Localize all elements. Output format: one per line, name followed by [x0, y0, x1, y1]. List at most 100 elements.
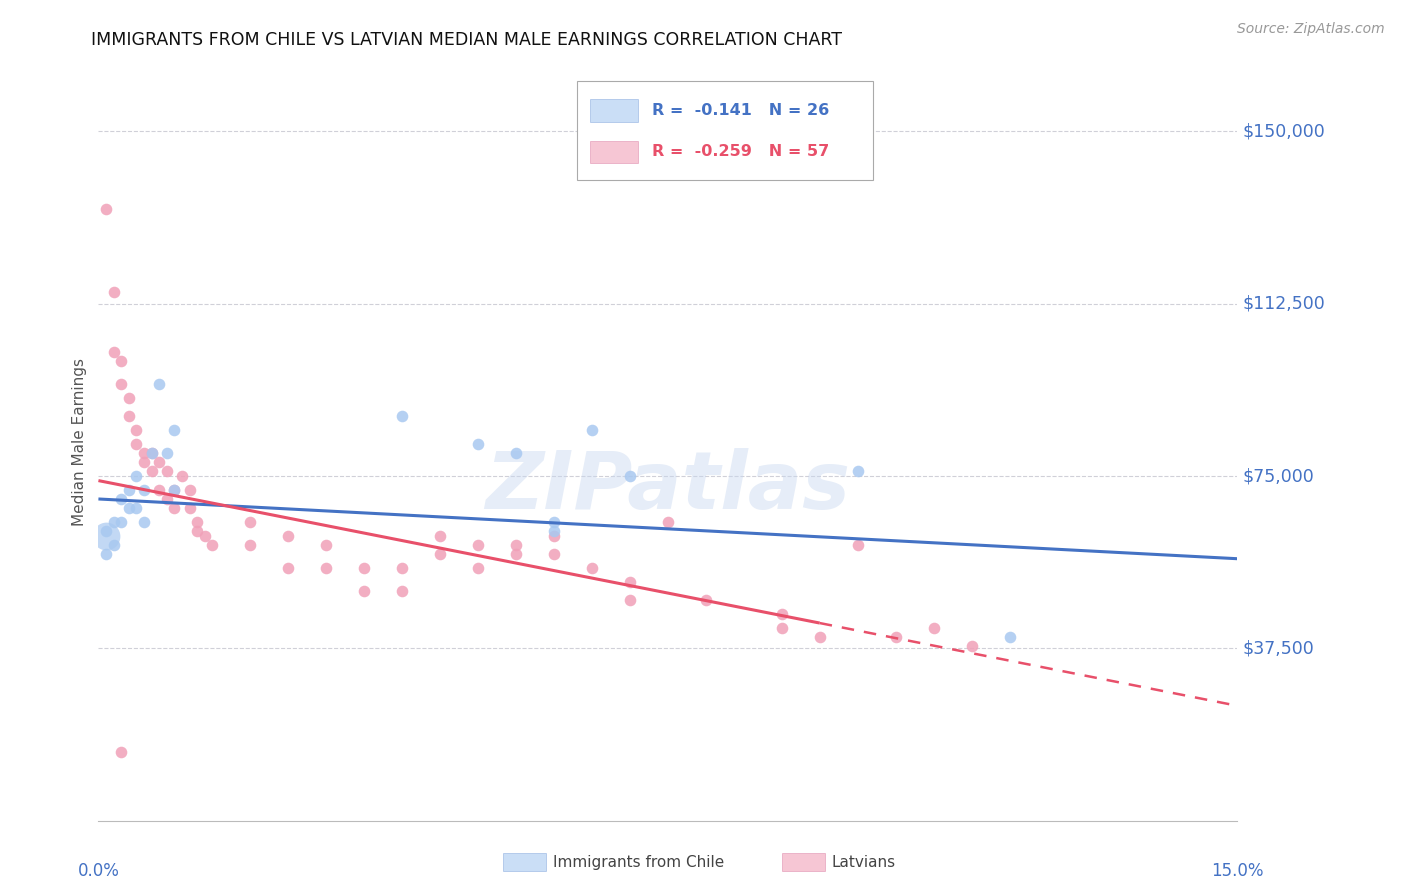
Point [94, 202, 117, 217]
Point [94, 547, 117, 561]
Point [201, 538, 224, 552]
Point [148, 483, 170, 497]
Point [118, 501, 141, 516]
Point [163, 483, 186, 497]
Text: R =  -0.141   N = 26: R = -0.141 N = 26 [652, 103, 830, 118]
Point [125, 437, 148, 451]
Point [239, 515, 262, 529]
Point [94, 529, 117, 543]
Point [998, 630, 1021, 644]
Point [103, 515, 125, 529]
Point [186, 524, 208, 538]
Point [960, 639, 983, 653]
FancyBboxPatch shape [591, 99, 638, 121]
Point [315, 538, 337, 552]
Point [179, 501, 201, 516]
Point [110, 377, 132, 392]
Text: 15.0%: 15.0% [1211, 862, 1264, 880]
Text: Immigrants from Chile: Immigrants from Chile [553, 855, 724, 870]
Point [505, 446, 527, 460]
Point [163, 483, 186, 497]
Point [163, 423, 186, 437]
Text: Latvians: Latvians [832, 855, 896, 870]
Point [156, 446, 179, 460]
Point [770, 607, 793, 621]
Text: $75,000: $75,000 [1243, 467, 1315, 485]
Point [132, 446, 155, 460]
Point [467, 437, 489, 451]
Point [429, 547, 451, 561]
Text: ZIPatlas: ZIPatlas [485, 448, 851, 526]
Point [118, 409, 141, 424]
Text: IMMIGRANTS FROM CHILE VS LATVIAN MEDIAN MALE EARNINGS CORRELATION CHART: IMMIGRANTS FROM CHILE VS LATVIAN MEDIAN … [91, 31, 842, 49]
Point [619, 593, 641, 607]
Point [163, 501, 186, 516]
Point [132, 455, 155, 469]
Point [543, 515, 565, 529]
Point [110, 515, 132, 529]
Point [657, 515, 679, 529]
Point [141, 446, 163, 460]
Text: R =  -0.259   N = 57: R = -0.259 N = 57 [652, 145, 830, 160]
Point [156, 491, 179, 506]
FancyBboxPatch shape [503, 854, 546, 871]
Point [353, 561, 375, 575]
FancyBboxPatch shape [591, 141, 638, 163]
Point [846, 538, 869, 552]
Point [581, 423, 603, 437]
Point [770, 621, 793, 635]
Point [391, 409, 413, 424]
Point [429, 529, 451, 543]
Point [619, 469, 641, 483]
Text: 0.0%: 0.0% [77, 862, 120, 880]
Point [125, 423, 148, 437]
Point [277, 561, 299, 575]
Point [467, 561, 489, 575]
Point [125, 501, 148, 516]
Point [619, 574, 641, 589]
Point [543, 524, 565, 538]
Point [132, 515, 155, 529]
Point [543, 529, 565, 543]
Point [170, 469, 193, 483]
Point [118, 391, 141, 405]
Point [110, 491, 132, 506]
Point [391, 583, 413, 598]
Point [695, 593, 717, 607]
FancyBboxPatch shape [782, 854, 825, 871]
Point [125, 469, 148, 483]
Point [581, 561, 603, 575]
Point [148, 377, 170, 392]
Point [277, 529, 299, 543]
Point [148, 455, 170, 469]
Point [884, 630, 907, 644]
Point [505, 547, 527, 561]
Point [132, 483, 155, 497]
Point [353, 583, 375, 598]
Text: $112,500: $112,500 [1243, 294, 1326, 313]
Point [110, 354, 132, 368]
Point [922, 621, 945, 635]
Point [808, 630, 831, 644]
Point [141, 464, 163, 478]
Point [94, 524, 117, 538]
Text: $150,000: $150,000 [1243, 122, 1326, 140]
Point [315, 561, 337, 575]
Point [179, 483, 201, 497]
Y-axis label: Median Male Earnings: Median Male Earnings [72, 358, 87, 525]
Point [103, 285, 125, 300]
Point [239, 538, 262, 552]
Point [103, 345, 125, 359]
Point [186, 515, 208, 529]
Point [110, 745, 132, 759]
Point [194, 529, 217, 543]
Text: $37,500: $37,500 [1243, 640, 1315, 657]
Point [505, 538, 527, 552]
Point [141, 446, 163, 460]
Point [467, 538, 489, 552]
Point [118, 483, 141, 497]
Point [156, 464, 179, 478]
Point [103, 538, 125, 552]
Point [846, 464, 869, 478]
FancyBboxPatch shape [576, 81, 873, 180]
